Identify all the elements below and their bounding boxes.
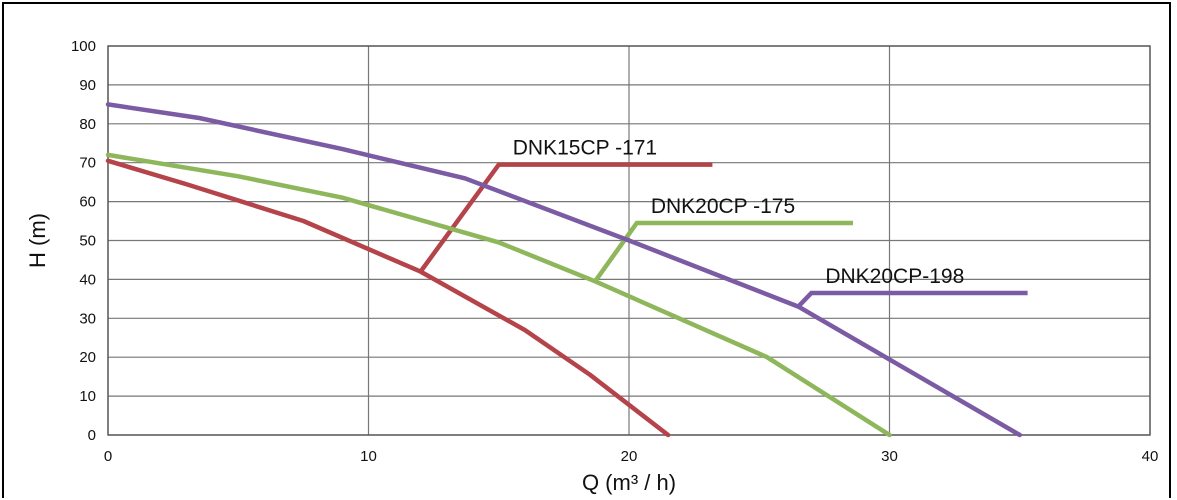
x-tick-labels: 0 10 20 30 40: [104, 448, 1159, 465]
y-tick-label: 70: [79, 155, 96, 172]
series-line-2: [105, 152, 892, 438]
x-tick-label: 0: [104, 448, 112, 465]
series-leader-3: [796, 290, 1028, 309]
x-tick-label: 30: [881, 448, 898, 465]
grid: [107, 45, 1151, 436]
plot-border: [107, 45, 1151, 436]
y-tick-label: 100: [71, 38, 96, 55]
y-tick-label: 40: [79, 271, 96, 288]
series-lines: [105, 102, 1028, 438]
y-tick-label: 80: [79, 116, 96, 133]
x-axis-label: Q (m³ / h): [582, 470, 676, 495]
series-label-2: DNK20CP -175: [651, 195, 795, 218]
y-axis-label: H (m): [25, 213, 50, 268]
x-tick-label: 40: [1142, 448, 1159, 465]
series-leader-1: [418, 162, 713, 273]
series-labels: DNK15CP -171 DNK20CP -175 DNK20CP-198: [513, 137, 965, 288]
x-tick-label: 20: [621, 448, 638, 465]
y-tick-label: 20: [79, 349, 96, 366]
y-tick-label: 0: [88, 427, 96, 444]
series-label-3: DNK20CP-198: [825, 265, 964, 288]
y-tick-label: 50: [79, 233, 96, 250]
y-tick-labels: 0 10 20 30 40 50 60 70 80 90 100: [71, 38, 96, 444]
y-tick-label: 30: [79, 310, 96, 327]
series-label-1: DNK15CP -171: [513, 137, 657, 160]
y-tick-label: 10: [79, 388, 96, 405]
series-leader-2: [593, 220, 853, 283]
x-tick-label: 10: [360, 448, 377, 465]
y-tick-label: 90: [79, 77, 96, 94]
y-tick-label: 60: [79, 194, 96, 211]
